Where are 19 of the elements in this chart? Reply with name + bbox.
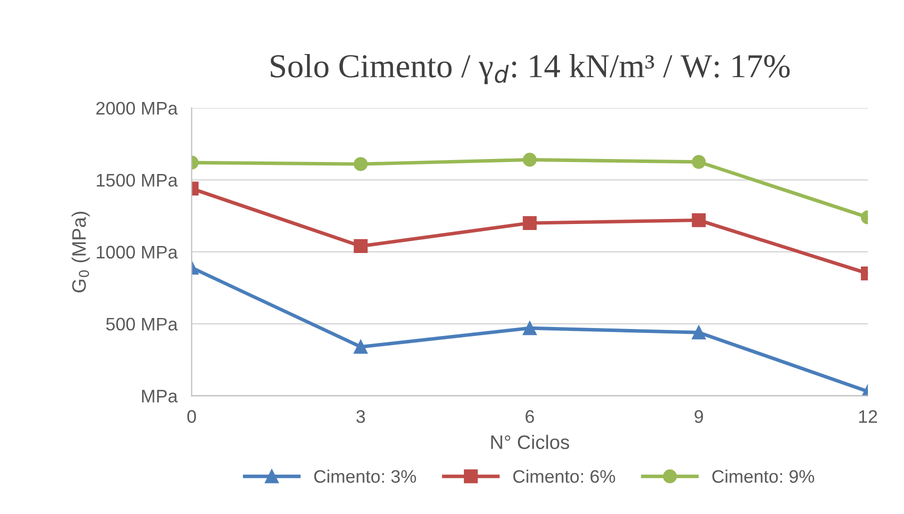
x-tick-label: 12 [859, 410, 877, 423]
point [522, 216, 537, 230]
x-tick-label: 9 [694, 410, 703, 423]
point [522, 152, 537, 167]
y-tick-label: MPa [142, 390, 178, 402]
y-tick-label: 2000 MPa [96, 102, 178, 115]
chart-title: Solo Cimento / γ$_{d}$: 14 kN/m³ / W: 17% [270, 54, 790, 84]
x-axis-title: N° Ciclos [491, 434, 570, 450]
y-tick-label: 1000 MPa [96, 246, 178, 259]
x-tick-label: 3 [356, 410, 365, 423]
x-tick-label: 0 [187, 410, 196, 423]
point [522, 321, 537, 336]
y-tick-label: 1500 MPa [96, 174, 178, 187]
legend-label: Cimento: 3% [314, 470, 416, 483]
legend-label: Cimento: 6% [513, 470, 616, 483]
y-axis-title: G$_{0}$ (MPa) [72, 212, 90, 292]
y-tick-label: 500 MPa [106, 318, 178, 331]
legend-label: Cimento: 9% [712, 470, 814, 483]
x-tick-label: 6 [526, 410, 534, 423]
